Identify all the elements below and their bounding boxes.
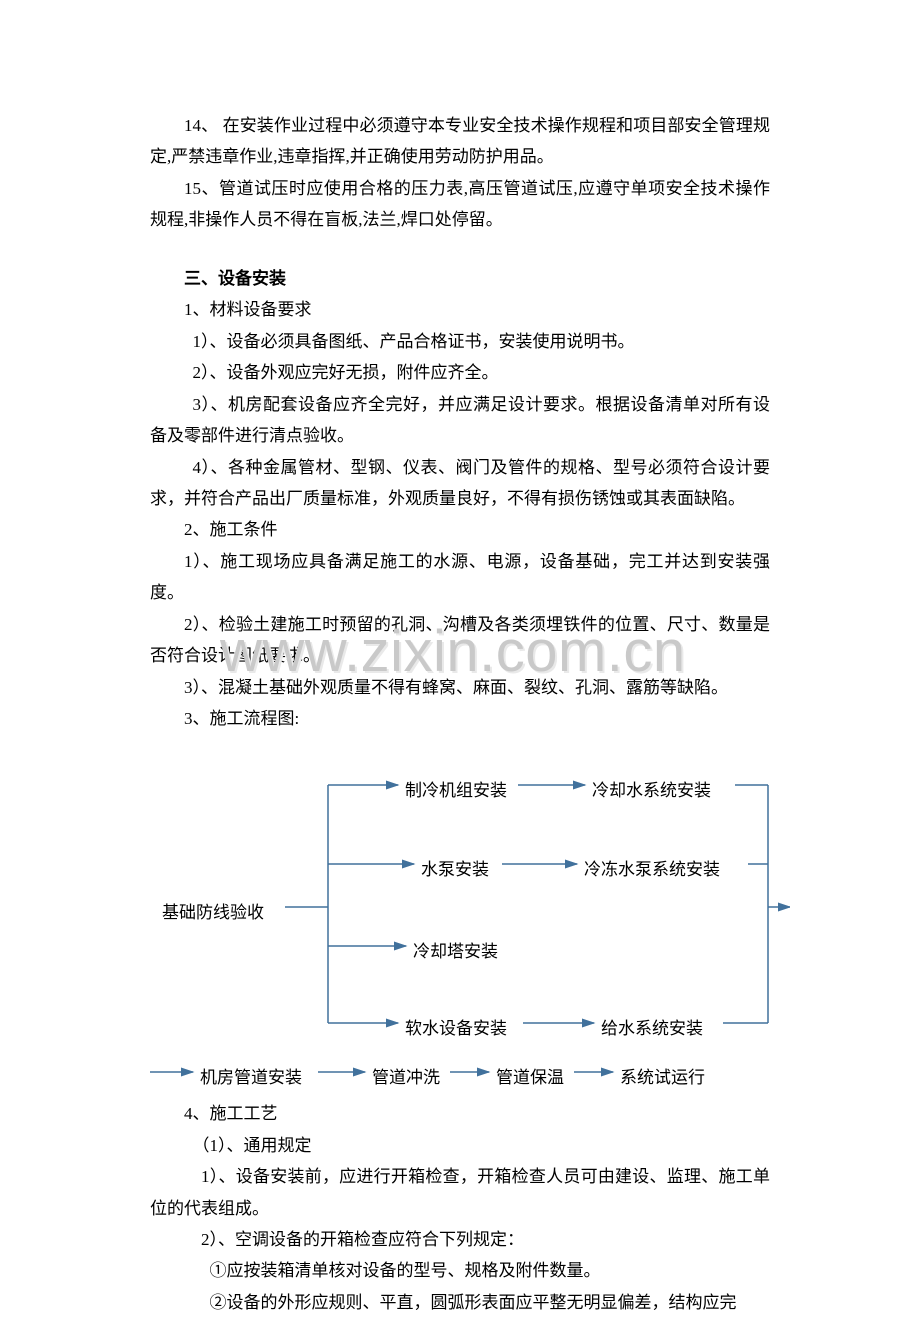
sec-2-3: 3）、混凝土基础外观质量不得有蜂窝、麻面、裂纹、孔洞、露筋等缺陷。 xyxy=(150,672,770,703)
node-4b: 给水系统安装 xyxy=(601,1013,703,1044)
sec-4-1: （1）、通用规定 xyxy=(150,1130,770,1161)
sec-1: 1、材料设备要求 xyxy=(150,294,770,325)
node-3a: 冷却塔安装 xyxy=(413,936,498,967)
node-b2: 管道冲洗 xyxy=(372,1062,440,1093)
node-start: 基础防线验收 xyxy=(162,897,264,928)
sec-2-1: 1）、施工现场应具备满足施工的水源、电源，设备基础，完工并达到安装强度。 xyxy=(150,546,770,609)
flowchart: 基础防线验收 制冷机组安装 冷却水系统安装 水泵安装 冷冻水泵系统安装 冷却塔安… xyxy=(150,755,790,1075)
node-b3: 管道保温 xyxy=(496,1062,564,1093)
node-b1: 机房管道安装 xyxy=(200,1062,302,1093)
node-1a: 制冷机组安装 xyxy=(405,775,507,806)
node-1b: 冷却水系统安装 xyxy=(592,775,711,806)
sec-4-1-2a: ①应按装箱清单核对设备的型号、规格及附件数量。 xyxy=(150,1255,770,1286)
para-14: 14、 在安装作业过程中必须遵守本专业安全技术操作规程和项目部安全管理规定,严禁… xyxy=(150,110,770,173)
node-4a: 软水设备安装 xyxy=(405,1013,507,1044)
sec-1-2: 2）、设备外观应完好无损，附件应齐全。 xyxy=(150,357,770,388)
sec-2-2: 2）、检验土建施工时预留的孔洞、沟槽及各类须埋铁件的位置、尺寸、数量是否符合设计… xyxy=(150,609,770,672)
sec-1-4: 4）、各种金属管材、型钢、仪表、阀门及管件的规格、型号必须符合设计要求，并符合产… xyxy=(150,452,770,515)
sec-1-3: 3）、机房配套设备应齐全完好，并应满足设计要求。根据设备清单对所有设备及零部件进… xyxy=(150,389,770,452)
sec-4-1-2b: ②设备的外形应规则、平直，圆弧形表面应平整无明显偏差，结构应完 xyxy=(150,1287,770,1318)
sec-4-1-2: 2）、空调设备的开箱检查应符合下列规定： xyxy=(150,1224,770,1255)
node-2b: 冷冻水泵系统安装 xyxy=(584,854,720,885)
para-15: 15、管道试压时应使用合格的压力表,高压管道试压,应遵守单项安全技术操作规程,非… xyxy=(150,173,770,236)
sec-4-1-1: 1）、设备安装前，应进行开箱检查，开箱检查人员可由建设、监理、施工单位的代表组成… xyxy=(150,1161,770,1224)
sec-3: 3、施工流程图: xyxy=(150,703,770,734)
sec-1-1: 1）、设备必须具备图纸、产品合格证书，安装使用说明书。 xyxy=(150,326,770,357)
document-body: 14、 在安装作业过程中必须遵守本专业安全技术操作规程和项目部安全管理规定,严禁… xyxy=(0,0,920,1318)
sec-2: 2、施工条件 xyxy=(150,514,770,545)
node-2a: 水泵安装 xyxy=(421,854,489,885)
sec-4: 4、施工工艺 xyxy=(150,1098,770,1129)
node-b4: 系统试运行 xyxy=(620,1062,705,1093)
heading-3: 三、设备安装 xyxy=(150,263,770,294)
